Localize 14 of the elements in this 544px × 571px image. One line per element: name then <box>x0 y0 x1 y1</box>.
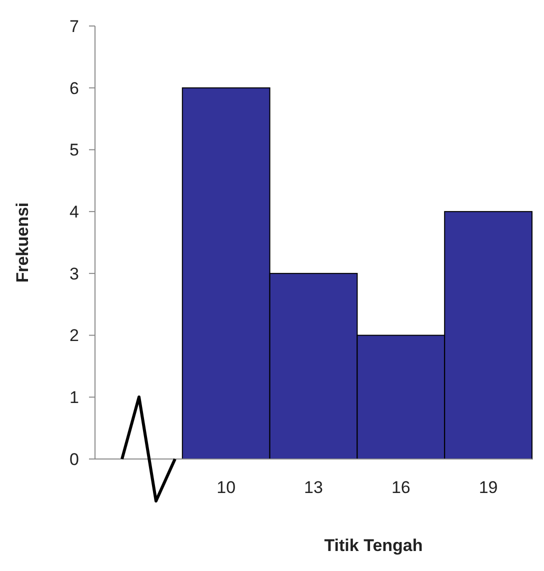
y-tick-label: 7 <box>70 16 79 36</box>
y-tick-label: 1 <box>70 388 79 408</box>
x-tick-label: 10 <box>216 478 236 497</box>
y-axis-title: Frekuensi <box>13 202 32 283</box>
y-tick-label: 2 <box>70 326 79 346</box>
x-tick-label: 19 <box>478 478 498 497</box>
x-tick-label: 13 <box>304 478 323 497</box>
y-tick-label: 4 <box>70 202 79 222</box>
y-tick-label: 6 <box>70 78 79 98</box>
y-tick-label: 5 <box>70 140 79 160</box>
y-tick-label: 3 <box>70 264 79 284</box>
y-tick-label: 0 <box>70 450 79 469</box>
x-axis-title: Titik Tengah <box>324 536 423 555</box>
x-tick-label: 16 <box>391 478 410 497</box>
